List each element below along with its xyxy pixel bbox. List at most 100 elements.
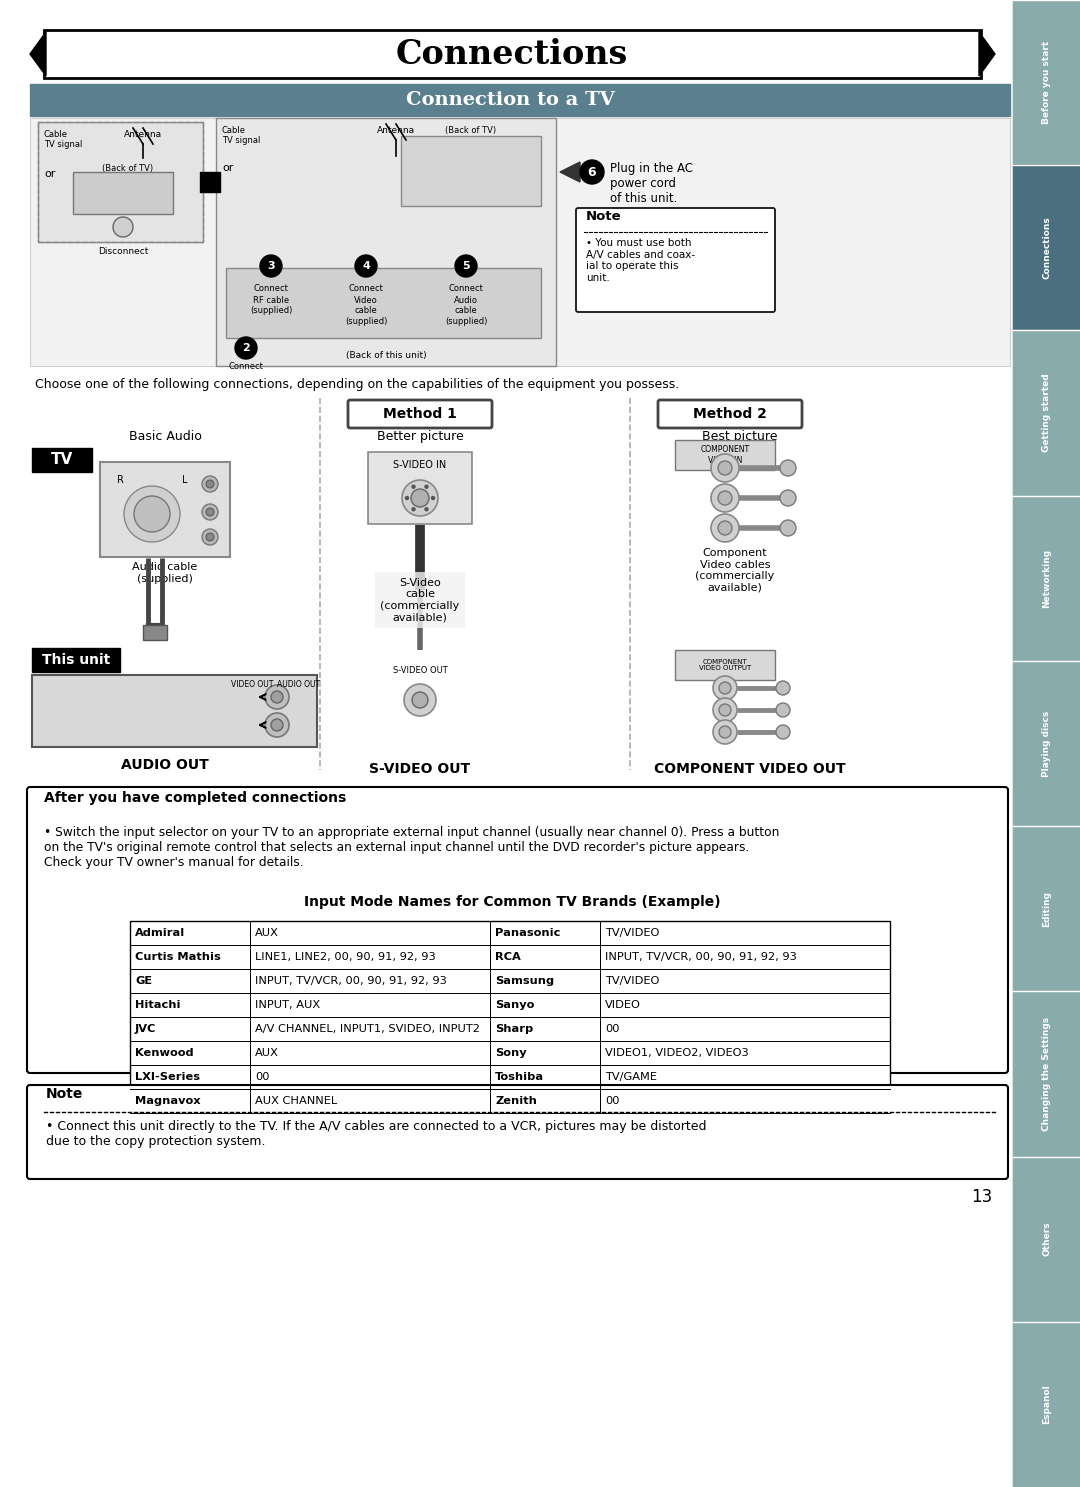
Text: 4: 4 <box>362 262 370 271</box>
Text: 2: 2 <box>242 343 249 352</box>
Circle shape <box>780 459 796 476</box>
Text: (Back of TV): (Back of TV) <box>445 126 497 135</box>
Text: VIDEO OUT: VIDEO OUT <box>231 680 273 688</box>
Bar <box>216 117 556 366</box>
Text: Choose one of the following connections, depending on the capabilities of the eq: Choose one of the following connections,… <box>35 378 679 391</box>
Text: COMPONENT
VIDEO OUTPUT: COMPONENT VIDEO OUTPUT <box>699 659 751 672</box>
Circle shape <box>777 703 789 717</box>
Circle shape <box>134 497 170 532</box>
Text: LINE1, LINE2, 00, 90, 91, 92, 93: LINE1, LINE2, 00, 90, 91, 92, 93 <box>255 952 435 962</box>
Text: Zenith: Zenith <box>495 1096 537 1106</box>
Bar <box>401 135 541 207</box>
Text: After you have completed connections: After you have completed connections <box>44 791 347 804</box>
Bar <box>1013 992 1080 1157</box>
Circle shape <box>124 486 180 541</box>
Text: Others: Others <box>1042 1222 1051 1257</box>
Text: Toshiba: Toshiba <box>495 1072 544 1083</box>
Text: Kenwood: Kenwood <box>135 1048 193 1057</box>
Circle shape <box>202 504 218 520</box>
Circle shape <box>206 480 214 488</box>
Bar <box>32 448 92 471</box>
Text: Editing: Editing <box>1042 891 1051 926</box>
Text: Method 1: Method 1 <box>383 407 457 421</box>
Circle shape <box>265 712 289 738</box>
Circle shape <box>713 677 737 700</box>
Bar <box>1013 165 1080 330</box>
Circle shape <box>411 489 429 507</box>
Circle shape <box>455 254 477 277</box>
Bar <box>1013 1157 1080 1322</box>
Text: (Back of TV): (Back of TV) <box>103 164 153 172</box>
Text: AUDIO OUT: AUDIO OUT <box>278 680 321 688</box>
Circle shape <box>719 703 731 717</box>
Text: Connect: Connect <box>448 284 484 293</box>
Circle shape <box>113 217 133 236</box>
Text: COMPONENT VIDEO OUT: COMPONENT VIDEO OUT <box>654 761 846 776</box>
Circle shape <box>426 485 428 488</box>
Text: 5: 5 <box>462 262 470 271</box>
Text: 00: 00 <box>605 1096 620 1106</box>
Text: COMPONENT
VIDEO IN: COMPONENT VIDEO IN <box>701 445 750 465</box>
Text: A/V CHANNEL, INPUT1, SVIDEO, INPUT2: A/V CHANNEL, INPUT1, SVIDEO, INPUT2 <box>255 1025 480 1033</box>
Text: GE: GE <box>135 975 152 986</box>
Text: Antenna: Antenna <box>377 126 415 135</box>
Text: Cable
TV signal: Cable TV signal <box>222 126 260 146</box>
Text: This unit: This unit <box>42 653 110 668</box>
Text: Magnavox: Magnavox <box>135 1096 201 1106</box>
Bar <box>100 462 230 558</box>
Text: (Back of this unit): (Back of this unit) <box>346 351 427 360</box>
Text: Samsung: Samsung <box>495 975 554 986</box>
Text: VIDEO: VIDEO <box>605 999 640 1010</box>
Text: Best picture: Best picture <box>702 430 778 443</box>
Bar <box>675 440 775 470</box>
Circle shape <box>405 497 408 500</box>
Circle shape <box>411 691 428 708</box>
Text: • Connect this unit directly to the TV. If the A/V cables are connected to a VCR: • Connect this unit directly to the TV. … <box>46 1120 706 1148</box>
Circle shape <box>260 254 282 277</box>
Circle shape <box>711 515 739 541</box>
Text: 00: 00 <box>255 1072 270 1083</box>
Bar <box>1013 0 1080 165</box>
Bar <box>30 117 1010 366</box>
Circle shape <box>404 684 436 717</box>
Text: Plug in the AC
power cord
of this unit.: Plug in the AC power cord of this unit. <box>610 162 693 205</box>
Bar <box>30 83 1010 116</box>
Text: Connect: Connect <box>349 284 383 293</box>
Circle shape <box>777 681 789 694</box>
Text: TV/GAME: TV/GAME <box>605 1072 657 1083</box>
Circle shape <box>411 485 415 488</box>
Text: Panasonic: Panasonic <box>495 928 561 938</box>
Circle shape <box>432 497 434 500</box>
Text: Before you start: Before you start <box>1042 42 1051 125</box>
Text: Admiral: Admiral <box>135 928 186 938</box>
Text: Connections: Connections <box>396 37 629 70</box>
Polygon shape <box>978 33 995 76</box>
Text: Component
Video cables
(commercially
available): Component Video cables (commercially ava… <box>696 549 774 593</box>
Circle shape <box>235 338 257 358</box>
Circle shape <box>411 507 415 510</box>
Text: AUDIO OUT: AUDIO OUT <box>121 758 208 772</box>
Circle shape <box>711 483 739 512</box>
Text: AUX CHANNEL: AUX CHANNEL <box>255 1096 337 1106</box>
Text: Video
cable
(supplied): Video cable (supplied) <box>345 296 388 326</box>
Text: Curtis Mathis: Curtis Mathis <box>135 952 220 962</box>
Text: Connection to a TV: Connection to a TV <box>406 91 615 109</box>
Text: S-VIDEO IN: S-VIDEO IN <box>393 459 447 470</box>
Text: L: L <box>183 474 188 485</box>
Text: Note: Note <box>586 210 622 223</box>
Circle shape <box>271 720 283 732</box>
Text: Basic Audio: Basic Audio <box>129 430 202 443</box>
Text: LXI-Series: LXI-Series <box>135 1072 200 1083</box>
Bar <box>1013 330 1080 495</box>
Circle shape <box>402 480 438 516</box>
Text: Changing the Settings: Changing the Settings <box>1042 1017 1051 1132</box>
Text: Input Mode Names for Common TV Brands (Example): Input Mode Names for Common TV Brands (E… <box>303 895 720 909</box>
Text: 3: 3 <box>267 262 274 271</box>
Bar <box>38 122 203 242</box>
Text: Getting started: Getting started <box>1042 373 1051 452</box>
FancyBboxPatch shape <box>658 400 802 428</box>
Text: RCA: RCA <box>495 952 521 962</box>
Text: Espanol: Espanol <box>1042 1384 1051 1425</box>
Bar <box>44 30 981 77</box>
Circle shape <box>271 691 283 703</box>
